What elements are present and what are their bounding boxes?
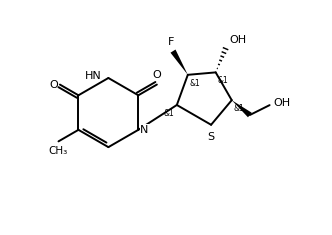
Text: O: O bbox=[152, 70, 161, 80]
Text: F: F bbox=[168, 37, 175, 47]
Text: S: S bbox=[208, 132, 215, 142]
Text: HN: HN bbox=[84, 71, 101, 81]
Text: CH₃: CH₃ bbox=[49, 146, 68, 156]
Polygon shape bbox=[232, 100, 252, 117]
Text: N: N bbox=[140, 125, 148, 135]
Text: &1: &1 bbox=[233, 104, 244, 113]
Text: OH: OH bbox=[229, 35, 247, 45]
Polygon shape bbox=[171, 50, 188, 75]
Text: O: O bbox=[49, 80, 58, 90]
Text: &1: &1 bbox=[163, 109, 174, 118]
Text: &1: &1 bbox=[190, 79, 200, 88]
Text: &1: &1 bbox=[217, 76, 228, 85]
Text: OH: OH bbox=[274, 98, 291, 109]
